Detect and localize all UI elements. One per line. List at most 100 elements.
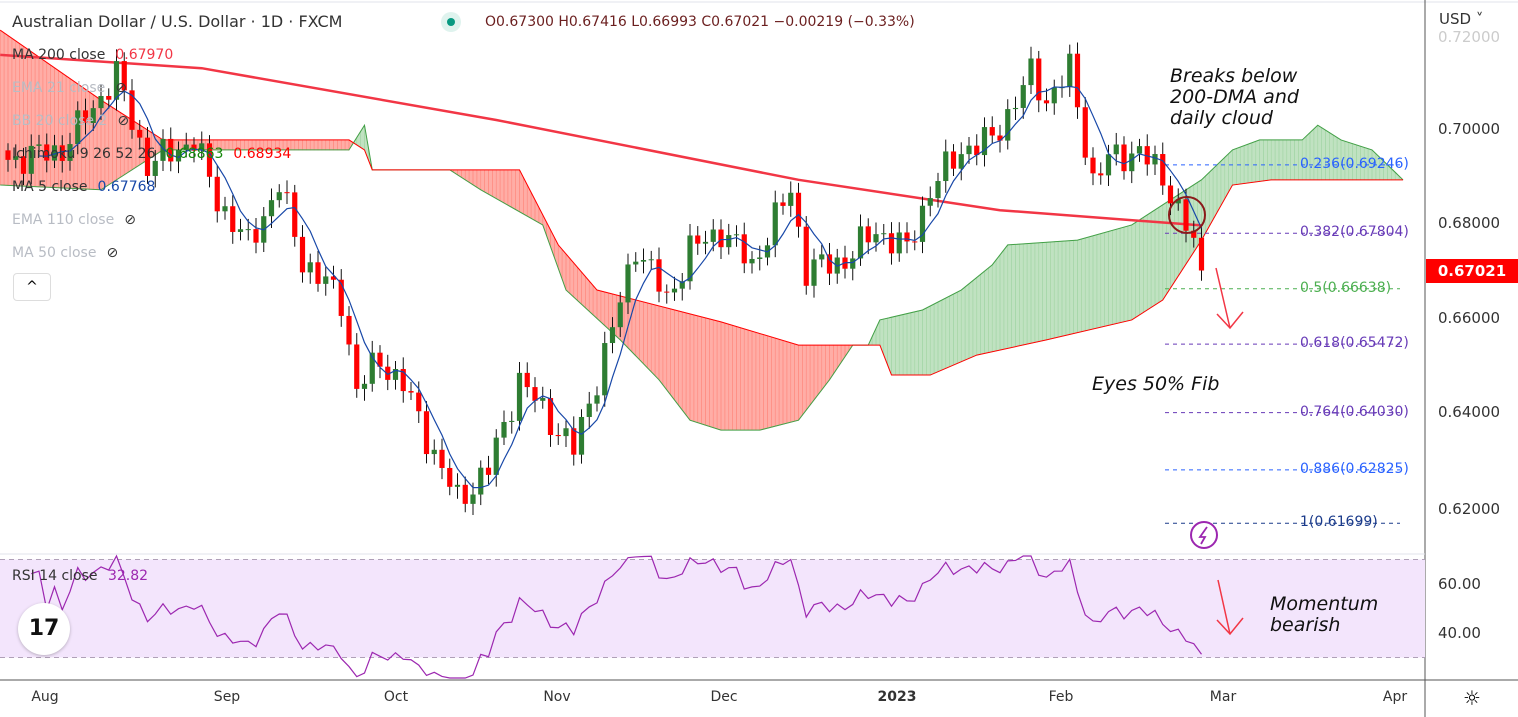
ichimoku-cloud-segment bbox=[906, 312, 912, 376]
candle-body bbox=[609, 327, 616, 344]
candle-body bbox=[454, 484, 461, 487]
ichimoku-cloud-segment bbox=[89, 91, 94, 190]
time-tick: Apr bbox=[1382, 689, 1408, 705]
settings-gear-icon[interactable]: ☼ bbox=[1463, 686, 1481, 710]
candle-body bbox=[1175, 199, 1181, 204]
ichimoku-cloud-segment bbox=[596, 289, 602, 323]
ichimoku-cloud-segment bbox=[321, 139, 327, 151]
rsi-band bbox=[0, 559, 1425, 658]
eye-hidden-icon[interactable]: ⊘ bbox=[124, 212, 136, 228]
candle-body bbox=[710, 229, 716, 242]
eye-hidden-icon[interactable]: ⊘ bbox=[117, 113, 130, 129]
candle-body bbox=[152, 160, 158, 176]
candle-body bbox=[1183, 199, 1189, 231]
price-tick: 0.70000 bbox=[1438, 120, 1501, 138]
ichimoku-cloud-segment bbox=[600, 290, 606, 327]
ichimoku-cloud-segment bbox=[1290, 139, 1295, 181]
candle-body bbox=[5, 150, 11, 160]
candle-body bbox=[989, 127, 995, 136]
candle-body bbox=[129, 90, 135, 130]
ichimoku-cloud-segment bbox=[344, 139, 350, 151]
legend-item[interactable]: EMA 21 close ⊘ bbox=[12, 80, 127, 96]
eye-hidden-icon[interactable]: ⊘ bbox=[115, 80, 128, 96]
candle-body bbox=[276, 192, 282, 201]
candle-body bbox=[307, 262, 313, 273]
ichimoku-cloud-segment bbox=[643, 301, 648, 369]
ichimoku-cloud-segment bbox=[685, 312, 691, 422]
candle-body bbox=[106, 95, 112, 100]
rsi-arrow-down bbox=[1217, 579, 1231, 635]
ichimoku-cloud-segment bbox=[813, 344, 819, 401]
ichimoku-cloud-segment bbox=[294, 139, 299, 151]
ichimoku-cloud-segment bbox=[503, 169, 509, 206]
ichimoku-cloud-segment bbox=[511, 169, 516, 211]
ichimoku-cloud-segment bbox=[317, 139, 323, 151]
legend-item[interactable]: MA 50 close ⊘ bbox=[12, 245, 118, 261]
ichimoku-cloud-segment bbox=[960, 286, 966, 363]
ichimoku-cloud-segment bbox=[658, 305, 664, 386]
ichimoku-cloud-segment bbox=[732, 324, 737, 431]
candle-body bbox=[1167, 185, 1174, 204]
candle-body bbox=[214, 176, 220, 212]
candle-body bbox=[509, 420, 515, 422]
tradingview-logo[interactable]: 17 bbox=[18, 603, 70, 655]
candle-body bbox=[253, 229, 259, 243]
ichimoku-cloud-segment bbox=[774, 337, 780, 427]
candle-body bbox=[13, 156, 19, 160]
legend-item[interactable]: BB 20 close 2 ⊘ bbox=[12, 113, 129, 129]
ichimoku-cloud-segment bbox=[1038, 242, 1043, 342]
candle-body bbox=[896, 232, 902, 254]
rsi-tick: 40.00 bbox=[1438, 624, 1481, 642]
candle-body bbox=[237, 229, 244, 232]
ichimoku-cloud-segment bbox=[817, 344, 823, 396]
ichimoku-cloud-segment bbox=[798, 344, 803, 422]
legend-value: 0.68934 bbox=[233, 146, 292, 162]
ichimoku-cloud-segment bbox=[1119, 226, 1125, 324]
candle-body bbox=[1090, 157, 1096, 174]
ichimoku-cloud-segment bbox=[891, 315, 896, 376]
ichimoku-cloud-segment bbox=[999, 249, 1005, 351]
ichimoku-cloud-segment bbox=[1065, 240, 1071, 336]
ichimoku-cloud-segment bbox=[565, 253, 571, 295]
candle-body bbox=[82, 110, 89, 124]
ichimoku-cloud-segment bbox=[929, 303, 935, 376]
legend-value: 0.67970 bbox=[115, 47, 174, 63]
ichimoku-cloud-segment bbox=[751, 330, 757, 431]
ichimoku-cloud-segment bbox=[759, 333, 764, 431]
legend-item[interactable]: Ichimoku 9 26 52 26 0.68863 0.68934 bbox=[12, 146, 291, 162]
ichimoku-cloud-segment bbox=[883, 317, 888, 366]
ichimoku-cloud-segment bbox=[709, 318, 714, 429]
currency-selector[interactable]: USD ˅ bbox=[1439, 10, 1484, 28]
ichimoku-cloud-segment bbox=[701, 316, 706, 426]
candle-body bbox=[439, 449, 445, 468]
candle-body bbox=[594, 395, 600, 404]
candle-body bbox=[648, 259, 654, 261]
candle-body bbox=[1098, 173, 1104, 176]
candle-body bbox=[687, 235, 693, 282]
legend-item[interactable]: MA 5 close 0.67768 bbox=[12, 179, 155, 195]
ichimoku-cloud-segment bbox=[526, 184, 532, 219]
collapse-legend-button[interactable]: ^ bbox=[13, 273, 51, 301]
time-tick: 2023 bbox=[877, 689, 917, 705]
ichimoku-cloud-segment bbox=[1286, 139, 1291, 181]
eye-hidden-icon[interactable]: ⊘ bbox=[106, 245, 119, 261]
candle-body bbox=[516, 372, 523, 421]
candle-body bbox=[1074, 53, 1081, 108]
candle-body bbox=[268, 200, 275, 217]
ichimoku-cloud-segment bbox=[340, 139, 346, 151]
ichimoku-cloud-segment bbox=[1243, 143, 1249, 184]
ichimoku-span-b bbox=[0, 29, 1403, 376]
ichimoku-cloud-segment bbox=[480, 169, 485, 193]
candle-body bbox=[423, 411, 430, 455]
ichimoku-cloud-segment bbox=[1042, 241, 1047, 342]
candle-body bbox=[912, 241, 918, 243]
candle-body bbox=[168, 138, 174, 162]
candle-body bbox=[354, 344, 360, 389]
ma200-line bbox=[0, 53, 1202, 227]
legend-item[interactable]: MA 200 close 0.67970 bbox=[12, 47, 173, 63]
legend-item[interactable]: EMA 110 close ⊘ bbox=[12, 212, 136, 228]
price-tick: 0.72000 bbox=[1438, 28, 1501, 46]
ichimoku-cloud-segment bbox=[922, 307, 927, 376]
legend-label: EMA 110 close bbox=[12, 212, 115, 228]
